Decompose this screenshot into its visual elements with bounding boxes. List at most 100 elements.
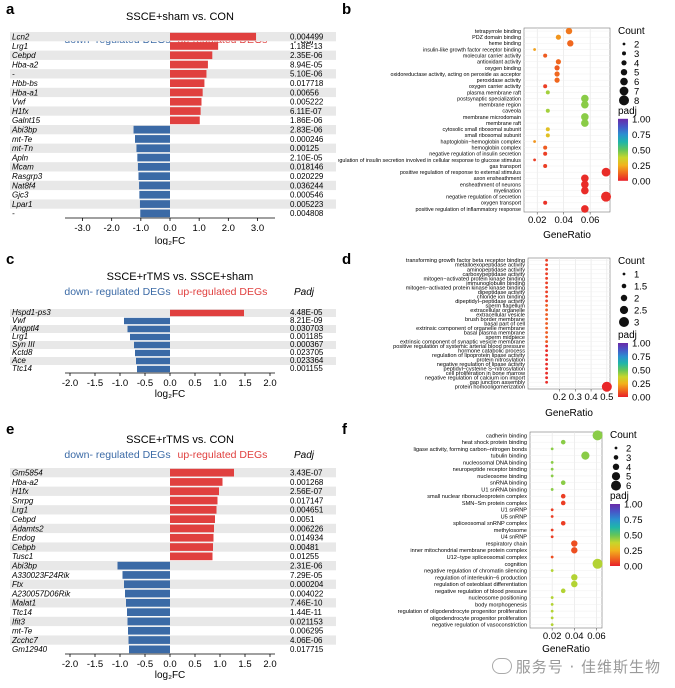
padj-value: 0.020229 [290, 172, 324, 181]
x-tick-label: -1.0 [133, 223, 149, 234]
term-label: U4 snRNP [501, 535, 528, 541]
gene-label: Hba-a2 [12, 478, 39, 487]
term-dot [545, 349, 549, 353]
x-axis-label: log₂FC [155, 389, 186, 400]
term-label: mitogen−activated protein kinase binding [423, 276, 525, 282]
padj-value: 0.0051 [290, 515, 315, 524]
count-legend-title: Count [610, 430, 637, 441]
x-tick-label: 0.04 [554, 215, 573, 226]
panel-c: c SSCE+rTMS vs. SSCE+sham down- regulated … [0, 250, 340, 415]
padj-value: 8.94E-05 [290, 60, 323, 69]
count-legend-dot [619, 86, 629, 96]
term-dot [592, 430, 603, 441]
count-legend-label: 3 [626, 453, 631, 464]
gene-label: Ifit3 [12, 617, 25, 626]
legend-down: down- regulated DEGs [64, 286, 170, 298]
term-label: cytosolic small ribosomal subunit [443, 127, 522, 133]
term-dot [550, 515, 554, 518]
term-label: myelination [494, 188, 521, 194]
padj-tick-label: 0.00 [632, 176, 651, 187]
bar [170, 487, 219, 496]
chart-title: SSCE+sham vs. CON [126, 11, 234, 23]
padj-value: 0.00125 [290, 144, 319, 153]
chart-title: SSCE+rTMS vs. CON [126, 434, 234, 446]
bar-chart-c: c SSCE+rTMS vs. SSCE+sham down- regulated … [6, 251, 336, 400]
term-dot [545, 376, 549, 380]
bar-chart-e: e SSCE+rTMS vs. CON down- regulated DEGs up… [6, 421, 336, 681]
x-tick-label: -1.5 [87, 659, 103, 670]
term-dot [545, 258, 549, 262]
x-tick-label: 1.0 [213, 378, 226, 389]
panel-d: d 0.2 0.3 0.4 0.5 GeneRatio transforming growt… [338, 250, 675, 420]
term-label: oligodendrocyte progenitor proliferation [430, 616, 527, 622]
term-dot [555, 59, 561, 65]
term-label: tubulin binding [491, 454, 527, 460]
term-label: protein nitrosylation [476, 358, 525, 364]
term-label: nucleosome binding [477, 474, 527, 480]
x-tick-label: 0.0 [163, 659, 176, 670]
gene-label: Hba-a2 [12, 60, 39, 69]
count-legend-label: 3 [634, 49, 639, 60]
padj-colorbar [618, 343, 628, 397]
term-dot [545, 267, 549, 271]
row-shade [10, 561, 336, 571]
x-tick-label: 0.0 [163, 223, 176, 234]
panel-letter: d [342, 251, 351, 268]
term-label: inner mitochondrial membrane protein com… [410, 548, 527, 554]
term-label: negative regulation of secretion [446, 195, 521, 201]
term-label: body morphogenesis [475, 602, 527, 608]
x-tick-label: 0.2 [553, 392, 566, 403]
term-dot [545, 133, 550, 138]
term-dot [554, 71, 560, 77]
x-tick-label: 0.04 [565, 631, 584, 642]
count-legend-dot [614, 446, 618, 450]
gene-label: Zcchc7 [11, 636, 38, 645]
panel-f: f 0.02 0.04 0.06 GeneRatio cadherin binding he… [338, 420, 675, 665]
term-label: respiratory chain [486, 541, 527, 547]
bar [139, 190, 170, 199]
gene-label: Galnt15 [12, 116, 41, 125]
term-dot [581, 205, 589, 213]
x-tick-label: 1.0 [193, 223, 206, 234]
padj-value: 0.00481 [290, 543, 319, 552]
gene-label: Apln [11, 153, 29, 162]
bar [170, 496, 218, 505]
panel-letter: e [6, 421, 14, 438]
padj-value: 3.43E-07 [290, 469, 323, 478]
term-dot [545, 285, 549, 289]
row-shade [10, 162, 336, 172]
padj-value: 0.023364 [290, 356, 324, 365]
term-dot [550, 461, 554, 464]
chart-title: SSCE+rTMS vs. SSCE+sham [107, 271, 254, 283]
x-axis-label: GeneRatio [543, 230, 591, 241]
term-label: extrinsic component of organelle membran… [416, 326, 525, 332]
x-axis-label: GeneRatio [545, 408, 593, 419]
term-label: cadherin binding [486, 433, 527, 439]
count-legend-label: 2.5 [634, 306, 647, 317]
term-label: neuropeptide receptor binding [453, 467, 527, 473]
gene-label: Ace [11, 356, 26, 365]
count-legend-dot [613, 455, 619, 460]
term-dot [545, 362, 549, 366]
padj-tick-label: 0.50 [624, 531, 643, 542]
bar [137, 163, 170, 171]
term-dot [545, 367, 549, 371]
panel-b: b 0.02 0.04 0.06 GeneRatio tetrapyrrole bindi… [313, 0, 675, 245]
term-dot [545, 272, 549, 276]
padj-tick-label: 0.00 [624, 562, 643, 573]
x-tick-label: 0.06 [587, 631, 606, 642]
count-legend-dot [612, 463, 620, 470]
padj-value: 7.46E-10 [290, 599, 323, 608]
padj-value: 4.48E-05 [290, 308, 323, 317]
term-label: negative regulation of insulin secretion… [338, 158, 521, 164]
term-dot [543, 164, 548, 168]
term-dot [567, 40, 574, 47]
padj-value: 0.004808 [290, 209, 324, 218]
term-label: hemoglobin complex [472, 145, 522, 151]
gene-label: mt-Te [12, 135, 33, 144]
padj-tick-label: 0.75 [632, 352, 651, 363]
bar [170, 51, 213, 60]
term-label: hormone catabolic process [458, 349, 525, 355]
term-dot [550, 616, 554, 620]
